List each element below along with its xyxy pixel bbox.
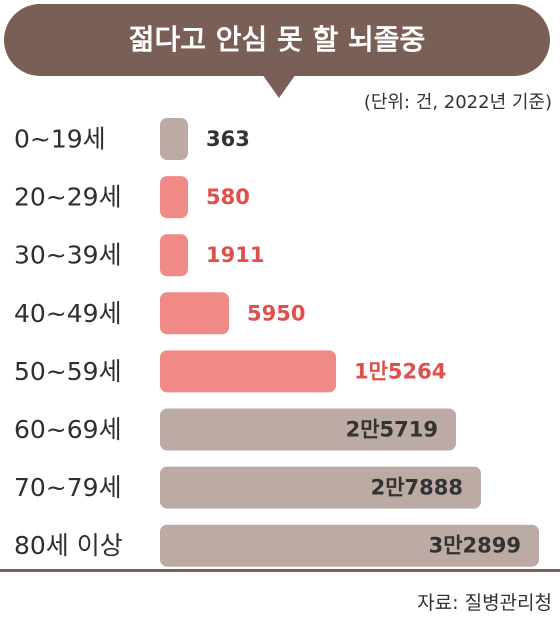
bar-0	[160, 118, 188, 160]
title-banner-tail	[262, 74, 296, 98]
title-banner	[4, 4, 550, 76]
category-label: 30~39세	[14, 241, 122, 270]
bar-3	[160, 292, 229, 335]
bar-1	[160, 176, 188, 219]
baseline-rule	[0, 569, 560, 572]
bar-4	[160, 350, 336, 393]
value-label: 2만7888	[371, 476, 463, 500]
category-label: 60~69세	[14, 415, 122, 444]
category-label: 20~29세	[14, 183, 122, 212]
value-label: 580	[206, 185, 250, 209]
bar-7	[160, 524, 539, 567]
chart-title: 젊다고 안심 못 할 뇌졸중	[128, 23, 426, 56]
value-label: 5950	[247, 301, 305, 325]
bar-2	[160, 234, 188, 277]
category-label: 70~79세	[14, 473, 122, 502]
category-label: 40~49세	[14, 299, 122, 328]
value-label: 363	[206, 127, 250, 151]
bar-5	[160, 408, 456, 451]
unit-note: (단위: 건, 2022년 기준)	[363, 92, 552, 113]
category-label: 80세 이상	[14, 531, 123, 560]
source-note: 자료: 질병관리청	[417, 592, 552, 614]
value-label: 2만5719	[346, 418, 438, 442]
category-label: 0~19세	[14, 125, 106, 154]
bar-6	[160, 466, 481, 509]
value-label: 1만5264	[354, 359, 446, 383]
value-label: 3만2899	[429, 534, 521, 558]
category-label: 50~59세	[14, 357, 122, 386]
value-label: 1911	[206, 243, 264, 267]
